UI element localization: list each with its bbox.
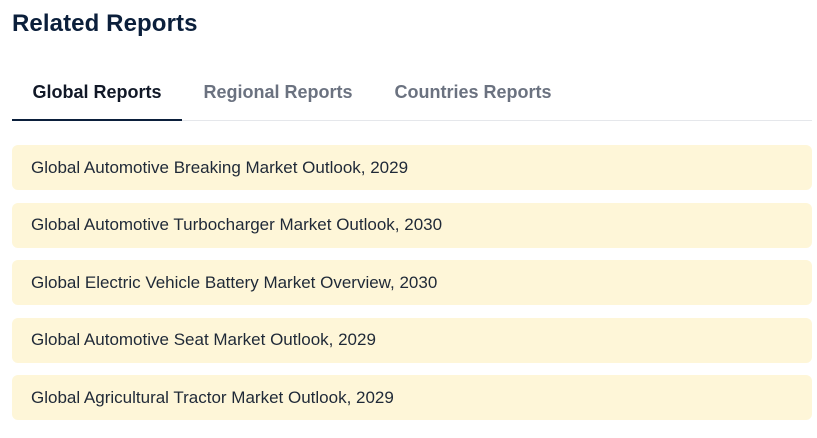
report-list: Global Automotive Breaking Market Outloo…	[12, 145, 812, 420]
report-link[interactable]: Global Automotive Turbocharger Market Ou…	[31, 215, 443, 234]
report-link[interactable]: Global Automotive Seat Market Outlook, 2…	[31, 330, 376, 349]
tab-regional-reports[interactable]: Regional Reports	[203, 81, 353, 102]
tab-countries-reports[interactable]: Countries Reports	[394, 81, 552, 102]
section-title: Related Reports	[12, 10, 198, 37]
report-item[interactable]: Global Electric Vehicle Battery Market O…	[12, 260, 812, 305]
report-link[interactable]: Global Automotive Breaking Market Outloo…	[31, 157, 409, 177]
tab-global-reports[interactable]: Global Reports	[12, 64, 182, 121]
report-item[interactable]: Global Automotive Turbocharger Market Ou…	[12, 202, 812, 248]
report-item[interactable]: Global Automotive Seat Market Outlook, 2…	[12, 317, 812, 363]
report-item[interactable]: Global Agricultural Tractor Market Outlo…	[12, 375, 812, 420]
report-link[interactable]: Global Agricultural Tractor Market Outlo…	[31, 387, 394, 407]
report-tabs: Global Reports Regional Reports Countrie…	[12, 64, 812, 121]
report-item[interactable]: Global Automotive Breaking Market Outloo…	[12, 145, 812, 190]
report-link[interactable]: Global Electric Vehicle Battery Market O…	[31, 272, 438, 292]
